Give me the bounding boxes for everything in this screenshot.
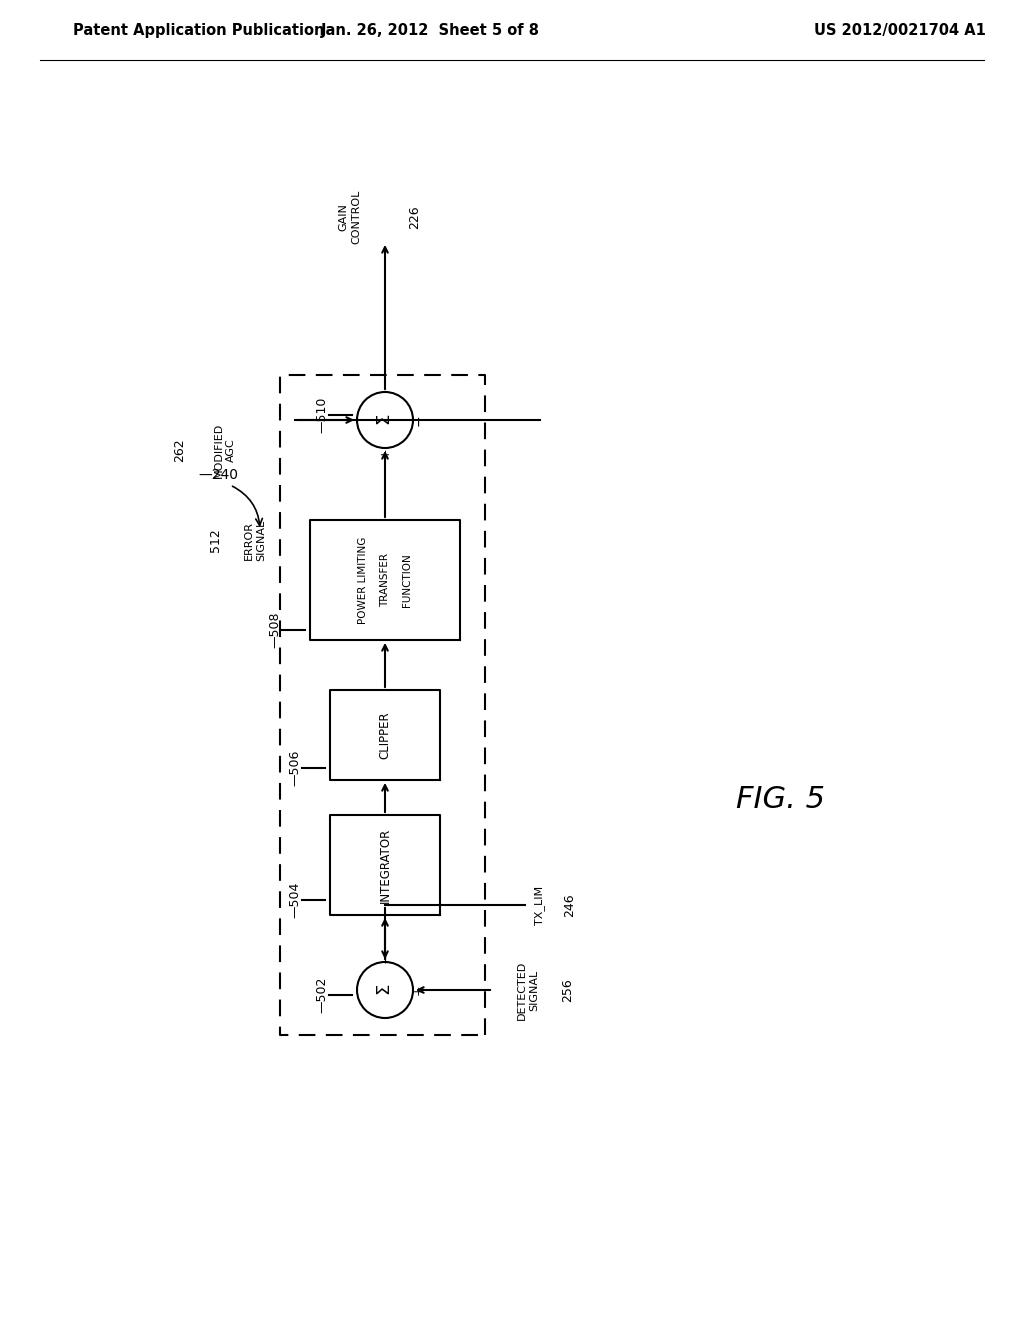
- Text: 262: 262: [173, 438, 186, 462]
- Text: 256: 256: [561, 978, 574, 1002]
- Text: ERROR
SIGNAL: ERROR SIGNAL: [244, 519, 266, 561]
- Text: —504: —504: [289, 882, 301, 919]
- Text: Patent Application Publication: Patent Application Publication: [73, 22, 325, 37]
- Text: INTEGRATOR: INTEGRATOR: [379, 828, 391, 903]
- Text: —502: —502: [315, 977, 329, 1014]
- Text: 512: 512: [209, 528, 221, 552]
- Text: +: +: [412, 985, 425, 995]
- Text: +: +: [379, 447, 391, 458]
- Text: $\Sigma$: $\Sigma$: [376, 983, 394, 997]
- Text: DETECTED
SIGNAL: DETECTED SIGNAL: [517, 961, 540, 1019]
- Text: FUNCTION: FUNCTION: [402, 553, 412, 607]
- Text: 246: 246: [563, 894, 577, 917]
- Text: $\Sigma$: $\Sigma$: [376, 414, 394, 426]
- Text: —510: —510: [315, 397, 329, 433]
- Text: CLIPPER: CLIPPER: [379, 711, 391, 759]
- Text: —506: —506: [289, 750, 301, 787]
- Text: TX_LIM: TX_LIM: [535, 886, 546, 924]
- Text: MODIFIED
AGC: MODIFIED AGC: [214, 422, 237, 478]
- Text: POWER LIMITING: POWER LIMITING: [358, 536, 368, 623]
- Text: Jan. 26, 2012  Sheet 5 of 8: Jan. 26, 2012 Sheet 5 of 8: [321, 22, 540, 37]
- Text: FIG. 5: FIG. 5: [735, 785, 824, 814]
- Text: −: −: [378, 952, 392, 962]
- Text: −: −: [411, 414, 425, 426]
- Text: —240: —240: [198, 469, 238, 482]
- Text: GAIN
CONTROL: GAIN CONTROL: [339, 190, 361, 244]
- Text: —508: —508: [268, 611, 282, 648]
- Text: 226: 226: [409, 205, 422, 228]
- Text: US 2012/0021704 A1: US 2012/0021704 A1: [814, 22, 986, 37]
- Text: TRANSFER: TRANSFER: [380, 553, 390, 607]
